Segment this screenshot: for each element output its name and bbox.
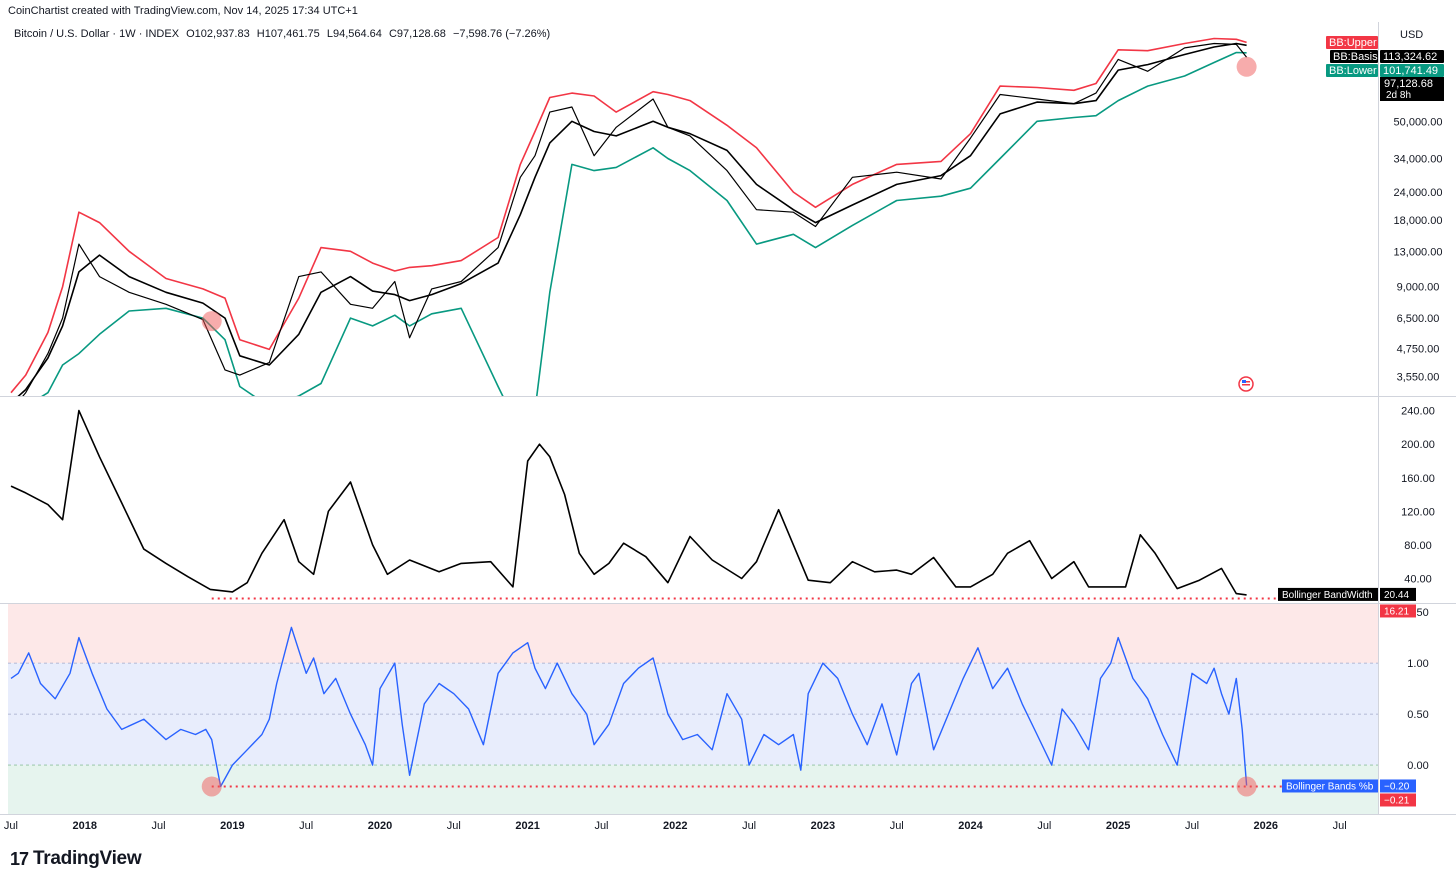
bb-upper-label-bg	[1326, 36, 1378, 49]
bandwidth-axis-tick: 120.00	[1401, 506, 1435, 518]
currency-label: USD	[1400, 29, 1423, 41]
highlight-marker	[1236, 56, 1257, 77]
bandwidth-threshold-label: 16.21	[1384, 606, 1409, 617]
percent-b-value-label: −0.20	[1384, 781, 1410, 792]
percent-b-axis-tick: 1.00	[1407, 658, 1428, 670]
bb-lower-label: BB:Lower	[1329, 65, 1377, 77]
percent-b-threshold-label: −0.21	[1384, 795, 1410, 806]
bandwidth-axis-tick: 160.00	[1401, 473, 1435, 485]
time-axis-tick: Jul	[890, 820, 904, 832]
bandwidth-axis-tick: 80.00	[1404, 540, 1432, 552]
tradingview-logo-icon: 17	[10, 848, 29, 869]
price-axis-tick: 13,000.00	[1394, 246, 1443, 258]
ohlc-close: C97,128.68	[388, 28, 446, 40]
time-axis-tick: Jul	[1037, 820, 1051, 832]
ohlc-change: −7,598.76 (−7.26%)	[452, 28, 551, 40]
price-axis-tick: 24,000.00	[1394, 187, 1443, 199]
time-axis-tick: Jul	[152, 820, 166, 832]
time-axis-tick: 2025	[1106, 820, 1130, 832]
last-price-tag-bg	[1380, 77, 1444, 101]
percent-b-name-bg	[1282, 779, 1378, 793]
percent-b-name-label: Bollinger Bands %b	[1286, 781, 1374, 792]
percent-b-overbought-zone	[8, 604, 1378, 664]
bandwidth-value-bg	[1380, 587, 1416, 601]
bandwidth-line	[10, 409, 1247, 596]
bb-upper-value: 113,324.62	[1383, 51, 1437, 63]
ohlc-high: H107,461.75	[256, 28, 320, 40]
bb-upper-line	[10, 37, 1247, 394]
time-axis-tick: 2019	[220, 820, 244, 832]
time-axis-tick: 2023	[811, 820, 835, 832]
tradingview-logo[interactable]: 17 TradingView	[10, 848, 142, 870]
bar-countdown: 2d 8h	[1386, 90, 1411, 101]
price-pane[interactable]	[10, 37, 1248, 432]
chart-credit: CoinChartist created with TradingView.co…	[8, 5, 358, 17]
us-flag-canton	[1242, 380, 1246, 383]
bandwidth-name-bg	[1278, 587, 1378, 601]
time-axis-tick: Jul	[299, 820, 313, 832]
percent-b-pane[interactable]	[10, 626, 1248, 788]
price-axis-tick: 4,750.00	[1397, 343, 1440, 355]
ohlc-low: L94,564.64	[326, 28, 382, 40]
percent-b-value-bg	[1380, 779, 1416, 793]
time-axis-tick: 2020	[368, 820, 392, 832]
price-axis-tick: 6,500.00	[1397, 313, 1440, 325]
time-axis-tick: Jul	[447, 820, 461, 832]
bb-lower-line	[41, 51, 1247, 396]
percent-b-oversold-zone	[8, 765, 1378, 814]
bandwidth-value-label: 20.44	[1384, 590, 1409, 601]
ohlc-open: O102,937.83	[186, 28, 250, 40]
time-axis-tick: Jul	[4, 820, 18, 832]
bandwidth-axis-tick: 200.00	[1401, 439, 1435, 451]
bb-upper-label: BB:Upper	[1329, 37, 1377, 49]
bandwidth-threshold-bg	[1380, 604, 1416, 618]
percent-b-axis-tick: 0.50	[1407, 709, 1428, 721]
percent-b-threshold-bg	[1380, 793, 1416, 807]
time-axis-tick: 2026	[1254, 820, 1278, 832]
tradingview-logo-text: TradingView	[33, 848, 142, 869]
percent-b-line	[10, 626, 1248, 788]
bb-basis-label: BB:Basis	[1333, 51, 1378, 63]
percent-b-axis-tick: 0.00	[1407, 760, 1428, 772]
time-axis-tick: Jul	[742, 820, 756, 832]
price-axis-tick: 9,000.00	[1397, 282, 1440, 294]
bandwidth-axis-tick: 240.00	[1401, 406, 1435, 418]
time-axis-tick: 2024	[958, 820, 983, 832]
bandwidth-axis-tick: 40.00	[1404, 573, 1432, 585]
bb-lower-label-bg	[1326, 64, 1378, 77]
price-line	[22, 42, 1248, 396]
bb-basis-line	[17, 42, 1247, 396]
price-axis-tick: 3,550.00	[1397, 371, 1440, 383]
bb-lower-value-bg	[1380, 64, 1444, 77]
price-axis-tick: 34,000.00	[1394, 154, 1443, 166]
highlight-marker	[201, 311, 222, 332]
price-axis-tick: 18,000.00	[1394, 215, 1443, 227]
symbol-title: Bitcoin / U.S. Dollar · 1W · INDEX	[14, 28, 180, 40]
time-axis-tick: 2022	[663, 820, 687, 832]
time-axis-tick: Jul	[594, 820, 608, 832]
last-price-value: 97,128.68	[1384, 78, 1433, 90]
bb-lower-value: 101,741.49	[1383, 65, 1438, 77]
time-axis-tick: 2021	[515, 820, 539, 832]
symbol-legend[interactable]: Bitcoin / U.S. Dollar · 1W · INDEX O102,…	[14, 28, 550, 40]
bb-basis-label-bg	[1330, 50, 1378, 63]
highlight-marker	[1236, 776, 1257, 797]
us-flag-stripe	[1242, 384, 1250, 386]
highlight-marker	[201, 776, 222, 797]
bandwidth-pane[interactable]	[10, 409, 1247, 596]
time-axis-tick: 2018	[73, 820, 97, 832]
price-axis-tick: 50,000.00	[1394, 116, 1443, 128]
bandwidth-name-label: Bollinger BandWidth	[1282, 590, 1373, 601]
time-axis-tick: Jul	[1185, 820, 1199, 832]
bb-upper-value-bg	[1380, 50, 1444, 63]
time-axis-tick: Jul	[1333, 820, 1347, 832]
